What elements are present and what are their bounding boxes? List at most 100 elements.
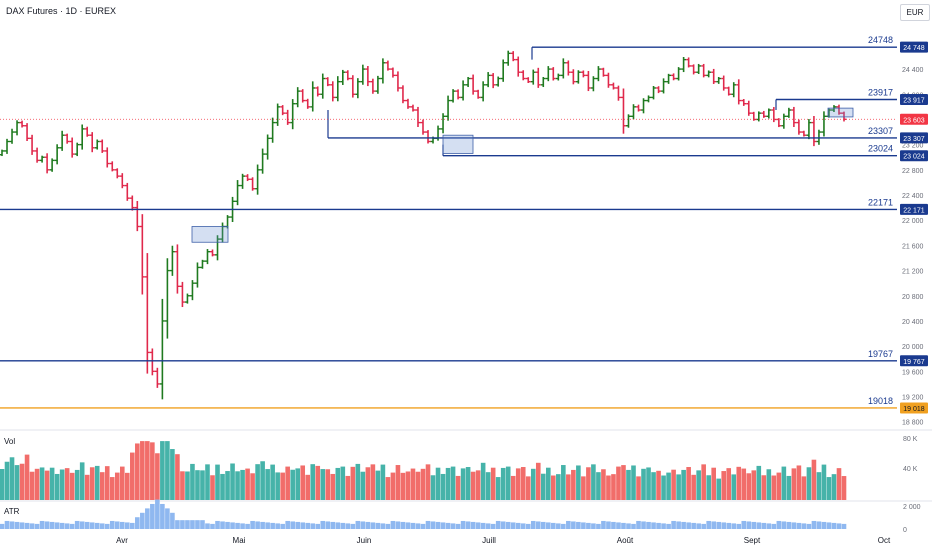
level-price-tag xyxy=(900,355,928,367)
volume-bar xyxy=(49,467,55,500)
volume-bar xyxy=(160,441,165,500)
volume-bar xyxy=(99,472,105,500)
volume-bar xyxy=(400,472,406,500)
volume-bar xyxy=(89,467,95,500)
volume-bar xyxy=(104,466,110,500)
x-tick-label: Juill xyxy=(482,536,496,545)
volume-bar xyxy=(681,469,686,500)
x-tick-label: Juin xyxy=(357,536,372,545)
volume-bar xyxy=(701,464,706,500)
volume-bar xyxy=(94,465,100,500)
volume-bar xyxy=(0,469,5,500)
level-price-tag-text: 22 171 xyxy=(903,207,925,214)
atr-bar xyxy=(475,522,481,529)
atr-bar xyxy=(741,520,747,529)
atr-bar xyxy=(786,521,792,529)
volume-bar xyxy=(500,467,506,500)
volume-bar xyxy=(666,472,671,500)
atr-bar xyxy=(490,523,496,529)
volume-bar xyxy=(365,467,371,500)
volume-bar xyxy=(235,471,240,500)
volume-bar xyxy=(69,472,75,500)
volume-bar xyxy=(140,441,145,500)
volume-bar xyxy=(255,464,260,500)
atr-bar xyxy=(821,521,827,529)
atr-bar xyxy=(114,521,120,529)
volume-bar xyxy=(721,471,727,500)
volume-bar xyxy=(535,462,541,500)
atr-bar xyxy=(410,522,416,529)
volume-bar xyxy=(671,469,676,500)
y-tick-label: 22 800 xyxy=(902,168,924,175)
atr-bar xyxy=(691,522,696,529)
atr-bar xyxy=(556,523,561,529)
y-tick-label: 21 600 xyxy=(902,243,924,250)
y-tick-label: 19 600 xyxy=(902,369,924,376)
atr-bar xyxy=(811,520,817,529)
atr-bar xyxy=(746,521,752,529)
volume-bar xyxy=(200,470,205,500)
volume-bar xyxy=(741,468,747,500)
volume-bar xyxy=(776,472,782,500)
volume-bar xyxy=(315,465,321,500)
volume-bar xyxy=(19,463,25,500)
atr-bar xyxy=(69,523,75,529)
atr-bar xyxy=(400,521,406,529)
volume-bar xyxy=(265,469,270,500)
volume-bar xyxy=(210,475,215,500)
atr-bar xyxy=(430,521,436,529)
volume-bar xyxy=(841,476,847,500)
atr-bar xyxy=(4,520,10,529)
atr-bar xyxy=(205,523,210,529)
atr-bar xyxy=(64,523,70,529)
volume-bar xyxy=(696,470,701,500)
atr-bar xyxy=(641,521,646,529)
atr-bar xyxy=(676,521,681,529)
atr-bar xyxy=(200,520,205,529)
y-tick-label: 18 800 xyxy=(902,420,924,427)
atr-tick-label: 0 xyxy=(903,527,907,534)
atr-bar xyxy=(230,522,235,529)
volume-bar xyxy=(455,475,461,500)
volume-bar xyxy=(300,465,306,500)
atr-bar xyxy=(586,522,591,529)
volume-bar xyxy=(731,474,737,500)
atr-bar xyxy=(816,521,822,529)
atr-bar xyxy=(145,508,150,529)
atr-bar xyxy=(104,523,110,529)
highlight-zone xyxy=(827,107,854,118)
atr-bar xyxy=(49,521,55,529)
level-price-tag-text: 19 018 xyxy=(903,406,925,413)
atr-bar xyxy=(140,512,145,529)
volume-bar xyxy=(581,476,586,500)
atr-bar xyxy=(119,521,125,529)
level-label: 23917 xyxy=(868,87,893,97)
atr-bar xyxy=(611,521,616,529)
atr-bar xyxy=(801,523,807,529)
volume-bar xyxy=(395,465,401,500)
volume-bar xyxy=(360,471,366,500)
volume-bar xyxy=(245,468,250,500)
volume-bar xyxy=(611,474,616,500)
atr-bar xyxy=(280,523,285,529)
highlight-zone xyxy=(442,134,474,154)
atr-bar xyxy=(841,523,847,529)
atr-bar xyxy=(510,522,516,529)
atr-bar xyxy=(240,523,245,529)
volume-bar xyxy=(155,453,160,500)
last-price-tag-text: 23 603 xyxy=(903,117,925,124)
volume-bar xyxy=(566,474,571,500)
volume-bar xyxy=(561,465,566,500)
atr-bar xyxy=(485,523,491,529)
y-tick-label: 22 000 xyxy=(902,218,924,225)
currency-selector[interactable]: EUR xyxy=(900,4,930,21)
volume-bar xyxy=(791,468,797,500)
atr-bar xyxy=(661,523,666,529)
atr-bar xyxy=(445,522,451,529)
volume-bar xyxy=(330,473,336,500)
volume-bar xyxy=(716,478,722,500)
volume-bar xyxy=(270,464,275,500)
atr-bar xyxy=(335,522,341,529)
atr-bar xyxy=(515,522,521,529)
